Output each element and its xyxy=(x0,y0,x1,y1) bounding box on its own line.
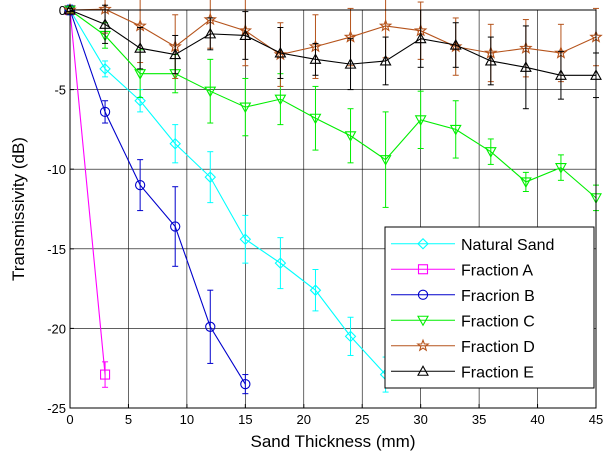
data-point xyxy=(169,48,182,60)
data-point xyxy=(414,32,427,44)
y-tick-label: -15 xyxy=(47,242,66,257)
x-tick-label: 35 xyxy=(472,412,486,427)
data-point xyxy=(449,124,462,136)
data-point xyxy=(309,113,322,125)
data-point xyxy=(414,115,427,126)
y-tick-label: -25 xyxy=(47,401,66,416)
data-point xyxy=(519,61,532,72)
data-point xyxy=(344,57,357,69)
x-tick-label: 20 xyxy=(297,412,311,427)
legend-label: Natural Sand xyxy=(461,237,554,254)
x-tick-label: 0 xyxy=(66,412,73,427)
data-point xyxy=(484,54,497,66)
data-point xyxy=(239,233,252,246)
data-point xyxy=(239,102,252,114)
ticks: 0 5 10 15 20 25 30 35 40 45 0 -5 -10 -15 -20 -25 xyxy=(47,3,603,427)
data-point xyxy=(519,177,532,189)
y-tick-label: 0 xyxy=(59,3,66,18)
legend-box xyxy=(384,226,595,389)
series-fraction-e xyxy=(64,3,602,110)
x-tick-label: 30 xyxy=(413,412,427,427)
data-point xyxy=(170,221,181,232)
series-line xyxy=(69,8,597,56)
data-point xyxy=(379,54,392,66)
data-point xyxy=(100,369,111,380)
data-point xyxy=(554,69,567,80)
y-tick-label: -10 xyxy=(47,162,66,177)
y-axis-label: Transmissivity (dB) xyxy=(9,137,28,281)
y-tick-label: -20 xyxy=(47,321,66,336)
legend-label: Fraction C xyxy=(461,313,535,330)
x-axis-label: Sand Thickness (mm) xyxy=(250,432,415,451)
data-point xyxy=(309,284,322,296)
legend: Natural Sand Fraction A Fracrion B Fraction… xyxy=(384,226,595,389)
data-point xyxy=(554,163,567,174)
legend-label: Fraction E xyxy=(461,364,534,381)
series-natural-sand xyxy=(64,4,392,393)
data-point xyxy=(134,42,147,53)
legend-marker xyxy=(416,338,430,352)
data-point xyxy=(204,86,217,98)
data-point xyxy=(309,53,322,64)
data-point xyxy=(99,63,111,75)
data-point xyxy=(274,257,287,269)
legend-marker xyxy=(417,365,429,376)
series-line xyxy=(69,9,106,375)
series-fracrion-b xyxy=(64,4,251,395)
plot-frame xyxy=(69,9,597,409)
data-point xyxy=(205,321,216,332)
x-tick-label: 5 xyxy=(125,412,132,427)
data-point xyxy=(344,131,357,142)
data-point xyxy=(484,147,497,158)
x-tick-label: 40 xyxy=(530,412,544,427)
data-point xyxy=(449,38,462,50)
legend-label: Fraction D xyxy=(461,339,535,356)
data-point xyxy=(239,29,252,41)
data-point xyxy=(134,94,146,107)
legend-marker xyxy=(417,264,429,275)
data-point xyxy=(204,27,217,39)
x-tick-label: 45 xyxy=(589,412,603,427)
series-line xyxy=(69,9,596,76)
data-point xyxy=(204,171,217,183)
data-point xyxy=(134,69,147,80)
data-point xyxy=(99,106,111,118)
legend-label: Fraction A xyxy=(461,262,533,279)
legend-marker xyxy=(417,237,429,250)
legend-label: Fracrion B xyxy=(461,288,535,305)
x-tick-label: 10 xyxy=(180,412,194,427)
data-point xyxy=(379,155,392,166)
legend-marker xyxy=(417,289,429,300)
data-point xyxy=(240,378,251,390)
data-point xyxy=(274,94,287,106)
data-point xyxy=(274,46,287,58)
data-point xyxy=(169,137,181,150)
series-line xyxy=(69,9,387,375)
x-tick-label: 15 xyxy=(238,412,252,427)
y-tick-label: -5 xyxy=(54,83,66,98)
data-point xyxy=(99,18,112,29)
series-line xyxy=(69,9,246,385)
series-line xyxy=(69,9,597,199)
data-point xyxy=(378,18,393,32)
x-tick-label: 25 xyxy=(355,412,369,427)
legend-marker xyxy=(417,315,429,327)
data-point xyxy=(344,330,357,343)
data-point xyxy=(134,179,146,191)
